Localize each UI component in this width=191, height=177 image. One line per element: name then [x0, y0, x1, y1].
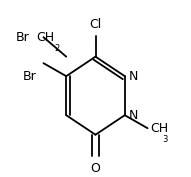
Text: 2: 2: [55, 44, 60, 53]
Text: N: N: [129, 70, 138, 83]
Text: N: N: [129, 109, 138, 122]
Text: Br: Br: [23, 70, 37, 83]
Text: Br: Br: [16, 31, 30, 44]
Text: 3: 3: [162, 135, 168, 144]
Text: CH: CH: [150, 122, 168, 135]
Text: CH: CH: [36, 31, 54, 44]
Text: Cl: Cl: [89, 18, 102, 31]
Text: O: O: [91, 162, 100, 175]
